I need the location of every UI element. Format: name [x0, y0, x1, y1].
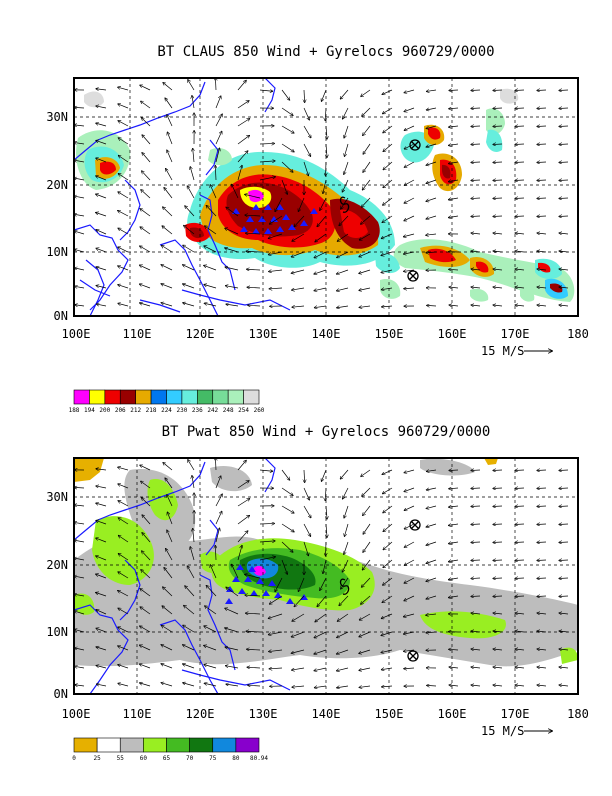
legend-swatch — [120, 390, 135, 404]
legend-label: 80.94 — [250, 755, 268, 762]
legend-label: 236 — [192, 407, 203, 414]
legend-swatch — [213, 390, 228, 404]
y-tick: 30N — [46, 490, 68, 504]
y-tick: 20N — [46, 558, 68, 572]
legend-label: 224 — [161, 407, 172, 414]
legend-swatch — [97, 738, 120, 752]
x-tick: 110E — [123, 707, 152, 721]
panel-title: BT CLAUS 850 Wind + Gyrelocs 960729/0000 — [157, 44, 494, 60]
legend-label: 260 — [254, 407, 265, 414]
x-tick: 170E — [501, 327, 530, 341]
legend-label: 254 — [238, 407, 249, 414]
legend-label: 194 — [84, 407, 95, 414]
color-legend: 188 194 200 206 212 218 224 230 236 242 248 254 260 — [69, 390, 265, 414]
legend-swatch — [120, 738, 143, 752]
wind-scale: 15 M/S — [481, 724, 552, 738]
x-axis-ticks: 100E 110E 120E 130E 140E 150E 160E 170E … — [62, 327, 589, 341]
y-axis-ticks: 0N 10N 20N 30N — [46, 490, 68, 701]
y-tick: 0N — [54, 309, 68, 323]
legend-label: 230 — [176, 407, 187, 414]
wind-scale: 15 M/S — [481, 344, 552, 358]
legend-label: 70 — [186, 755, 194, 762]
legend-label: 242 — [207, 407, 218, 414]
y-tick: 20N — [46, 178, 68, 192]
legend-swatch — [236, 738, 259, 752]
wind-scale-label: 15 M/S — [481, 344, 524, 358]
x-tick: 180 — [567, 707, 589, 721]
color-legend: 0 25 55 60 65 70 75 80 80.94 — [72, 738, 268, 762]
legend-swatch — [74, 390, 89, 404]
legend-label: 75 — [209, 755, 217, 762]
panel-title: BT Pwat 850 Wind + Gyrelocs 960729/0000 — [162, 424, 491, 440]
legend-swatch — [167, 738, 190, 752]
legend-label: 206 — [115, 407, 126, 414]
x-tick: 130E — [249, 327, 278, 341]
legend-label: 218 — [146, 407, 157, 414]
map-area — [74, 78, 578, 316]
panel-claus: BT CLAUS 850 Wind + Gyrelocs 960729/0000 — [46, 44, 589, 414]
legend-swatch — [244, 390, 259, 404]
legend-swatch — [197, 390, 212, 404]
x-tick: 130E — [249, 707, 278, 721]
legend-label: 80 — [232, 755, 240, 762]
wind-scale-label: 15 M/S — [481, 724, 524, 738]
legend-swatch — [105, 390, 120, 404]
y-tick: 30N — [46, 110, 68, 124]
x-tick: 160E — [438, 327, 467, 341]
x-tick: 100E — [62, 327, 91, 341]
x-tick: 150E — [375, 327, 404, 341]
legend-swatch — [228, 390, 243, 404]
legend-label: 0 — [72, 755, 76, 762]
legend-swatch — [143, 738, 166, 752]
x-tick: 140E — [312, 707, 341, 721]
legend-label: 60 — [140, 755, 148, 762]
x-tick: 120E — [186, 707, 215, 721]
legend-label: 248 — [223, 407, 234, 414]
legend-swatch — [136, 390, 151, 404]
legend-swatch — [151, 390, 166, 404]
x-axis-ticks: 100E 110E 120E 130E 140E 150E 160E 170E … — [62, 707, 589, 721]
legend-swatch — [89, 390, 104, 404]
legend-swatch — [74, 738, 97, 752]
x-tick: 100E — [62, 707, 91, 721]
x-tick: 160E — [438, 707, 467, 721]
map-area — [74, 458, 578, 694]
x-tick: 170E — [501, 707, 530, 721]
y-tick: 10N — [46, 245, 68, 259]
panel-pwat: BT Pwat 850 Wind + Gyrelocs 960729/0000 — [46, 424, 589, 762]
legend-label: 25 — [94, 755, 102, 762]
y-axis-ticks: 0N 10N 20N 30N — [46, 110, 68, 323]
legend-swatch — [182, 390, 197, 404]
y-tick: 10N — [46, 625, 68, 639]
x-tick: 120E — [186, 327, 215, 341]
legend-label: 212 — [130, 407, 141, 414]
legend-swatch — [167, 390, 182, 404]
x-tick: 150E — [375, 707, 404, 721]
legend-label: 188 — [69, 407, 80, 414]
x-tick: 180 — [567, 327, 589, 341]
x-tick: 110E — [123, 327, 152, 341]
legend-label: 200 — [99, 407, 110, 414]
y-tick: 0N — [54, 687, 68, 701]
legend-label: 65 — [163, 755, 171, 762]
legend-swatch — [190, 738, 213, 752]
x-tick: 140E — [312, 327, 341, 341]
legend-swatch — [213, 738, 236, 752]
legend-label: 55 — [117, 755, 125, 762]
